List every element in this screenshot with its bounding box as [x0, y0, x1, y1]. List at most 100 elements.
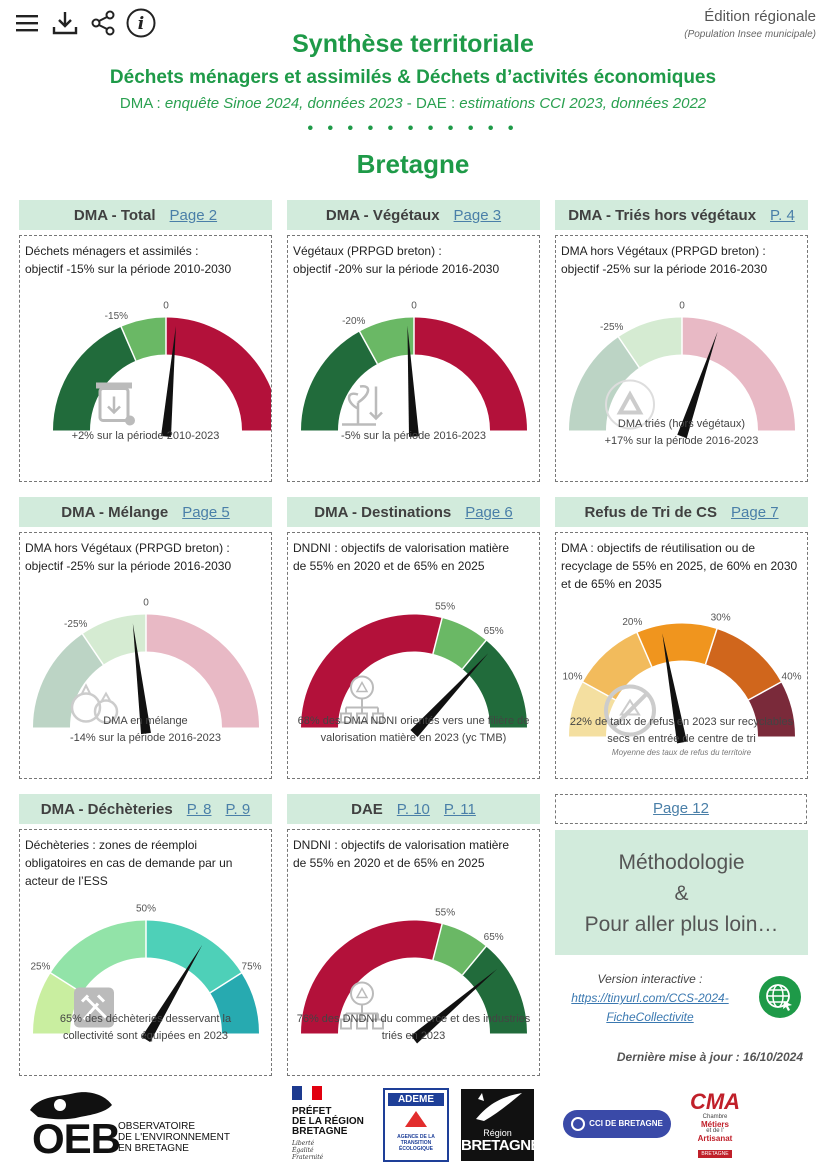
card-header: DMA - Végétaux Page 3: [287, 200, 540, 230]
oeb-logo: OEB OBSERVATOIRE DE L'ENVIRONNEMENT EN B…: [20, 1085, 235, 1163]
cma-name: CMA: [689, 1089, 741, 1114]
description-line: DNDNI : objectifs de valorisation matièr…: [293, 838, 510, 852]
gauge-segment: [682, 317, 795, 431]
card-page-link[interactable]: Page 6: [465, 503, 513, 521]
card-page-link[interactable]: Page 2: [169, 206, 218, 224]
caption-line: 76% des DNDNI du commerce et des industr…: [296, 1012, 531, 1025]
cma-line2: Métiers: [700, 1120, 729, 1129]
ademe-line2: TRANSITION: [400, 1140, 432, 1146]
card-page-link[interactable]: P. 4: [770, 206, 795, 224]
gauge-needle: [677, 331, 718, 439]
gauge-segment: [166, 317, 271, 431]
card-description: DNDNI : objectifs de valorisation matièr…: [293, 836, 509, 872]
gauge-segment: [618, 317, 682, 368]
description-line: objectif -25% sur la période 2016-2030: [561, 262, 768, 276]
gauge-tick: [704, 626, 719, 665]
version-url-line1[interactable]: https://tinyurl.com/CCS-2024-: [571, 991, 729, 1005]
card-title: DMA - Destinations: [314, 503, 452, 521]
card-page-link[interactable]: P. 8: [186, 800, 212, 818]
card-page-link[interactable]: P. 11: [443, 800, 476, 818]
gauge-segment: [462, 946, 527, 1034]
prefet-logo: PRÉFET DE LA RÉGION BRETAGNE Liberté Éga…: [292, 1086, 372, 1162]
gauge-segment: [462, 640, 527, 728]
garbage-bags-icon: [70, 683, 119, 724]
version-url-line2[interactable]: FicheCollectivite: [606, 1010, 694, 1024]
gauge-tick: [432, 615, 444, 655]
ademe-line3: ÉCOLOGIQUE: [399, 1146, 433, 1152]
card-body: DMA hors Végétaux (PRPGD breton) : object…: [19, 532, 272, 779]
gauge-chart: -15% 0: [53, 301, 271, 437]
gauge-segment: [301, 614, 443, 728]
ademe-name: ADEME: [388, 1093, 444, 1106]
caption-line: 68% des DMA NDNI orientés vers une filiè…: [297, 714, 530, 727]
french-flag-icon: [292, 1086, 322, 1100]
oeb-line1: OBSERVATOIRE: [118, 1121, 196, 1132]
methodology-line2: &: [674, 882, 689, 905]
edition-subtitle: (Population Insee municipale): [684, 29, 816, 40]
hamburger-menu-icon[interactable]: [12, 8, 42, 38]
description-line: acteur de l’ESS: [25, 874, 108, 888]
interactive-version: Version interactive : https://tinyurl.co…: [540, 970, 760, 1027]
info-icon[interactable]: i: [126, 8, 156, 38]
gauge-needle: [132, 623, 151, 735]
data-sources: DMA : enquête Sinoe 2024, données 2023 -…: [0, 95, 826, 112]
gauge-tick: [616, 334, 640, 369]
globe-link-icon[interactable]: [758, 975, 802, 1019]
card-header: DAE P. 10 P. 11: [287, 794, 540, 824]
gauge-chart: 55% 65%: [301, 907, 527, 1044]
share-icon[interactable]: [88, 8, 118, 38]
description-line: DMA : objectifs de réutilisation ou de: [561, 541, 756, 555]
gauge-needle: [407, 325, 419, 437]
methodology-button[interactable]: Méthodologie & Pour aller plus loin…: [555, 830, 808, 955]
gauge-tick: [80, 631, 104, 666]
description-line: Végétaux (PRPGD breton) :: [293, 244, 442, 258]
card-title: DMA - Triés hors végétaux: [568, 206, 757, 224]
gauge-segment: [33, 972, 82, 1034]
gauge-needle: [410, 969, 497, 1044]
description-line: DMA hors Végétaux (PRPGD breton) :: [25, 541, 230, 555]
gauge-caption: +2% sur la période 2010-2023: [20, 428, 271, 445]
page-12-link[interactable]: Page 12: [555, 794, 807, 824]
card-title: Refus de Tri de CS: [584, 503, 717, 521]
card-body: Déchets ménagers et assimilés : objectif …: [19, 235, 272, 482]
card-description: Végétaux (PRPGD breton) : objectif -20% s…: [293, 242, 499, 278]
card-body: Déchèteries : zones de réemploi obligatoi…: [19, 829, 272, 1076]
card-page-link[interactable]: Page 3: [453, 206, 502, 224]
ademe-line1: AGENCE DE LA: [397, 1134, 435, 1140]
gauge-tick-label: 50%: [136, 904, 156, 915]
card-page-link[interactable]: Page 5: [182, 503, 230, 521]
toolbar: i: [12, 8, 156, 38]
card-page-link[interactable]: P. 10: [396, 800, 430, 818]
gauge-segment: [414, 317, 527, 431]
card-title: DMA - Végétaux: [325, 206, 440, 224]
card-description: DMA hors Végétaux (PRPGD breton) : object…: [561, 242, 767, 278]
card-header: DMA - Total Page 2: [19, 200, 272, 230]
description-line: et de 65% en 2035: [561, 577, 662, 591]
gauge-tick-label: 55%: [435, 907, 455, 918]
gauge-segment: [748, 682, 795, 737]
card-page-link[interactable]: P. 9: [225, 800, 251, 818]
region-line2: BRETAGNE: [461, 1137, 541, 1154]
gauge-segment: [301, 920, 443, 1034]
ademe-emblem-icon: [405, 1111, 427, 1127]
description-line: objectif -25% sur la période 2016-2030: [25, 559, 232, 573]
download-icon[interactable]: [50, 8, 80, 38]
card-description: DNDNI : objectifs de valorisation matièr…: [293, 539, 509, 575]
gauge-segment: [569, 337, 640, 431]
source-dae: estimations CCI 2023, données 2022: [459, 95, 707, 112]
gauge-tick-label: 0: [143, 598, 149, 609]
prefet-motto1: Liberté: [292, 1140, 315, 1147]
gauge-tick: [748, 680, 784, 701]
reuse-tools-icon: [74, 987, 114, 1028]
version-url[interactable]: https://tinyurl.com/CCS-2024- FicheCollec…: [540, 989, 760, 1027]
gauge-tick-label: 20%: [622, 617, 642, 628]
cma-sub: BRETAGNE: [698, 1150, 732, 1158]
card-body: DMA hors Végétaux (PRPGD breton) : object…: [555, 235, 808, 482]
card-page-link[interactable]: Page 7: [731, 503, 779, 521]
caption-line: secs en entrée de centre de tri: [607, 732, 756, 745]
card-header: DMA - Mélange Page 5: [19, 497, 272, 527]
caption-line: 22% de taux de refus en 2023 sur recycla…: [569, 715, 794, 728]
edition-title: Édition régionale: [704, 8, 816, 25]
gauge-segment: [146, 614, 259, 728]
prefet-line1: PRÉFET: [292, 1106, 332, 1117]
